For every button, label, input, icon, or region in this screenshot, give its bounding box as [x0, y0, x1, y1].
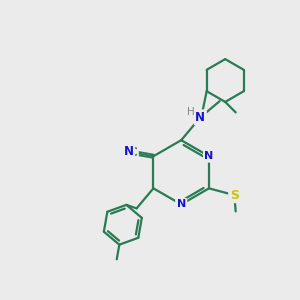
Text: N: N: [204, 151, 214, 161]
Text: C: C: [128, 146, 137, 159]
Text: N: N: [195, 111, 205, 124]
Text: S: S: [230, 189, 239, 202]
Text: N: N: [177, 200, 186, 209]
Text: N: N: [124, 146, 134, 158]
Text: H: H: [187, 107, 195, 117]
